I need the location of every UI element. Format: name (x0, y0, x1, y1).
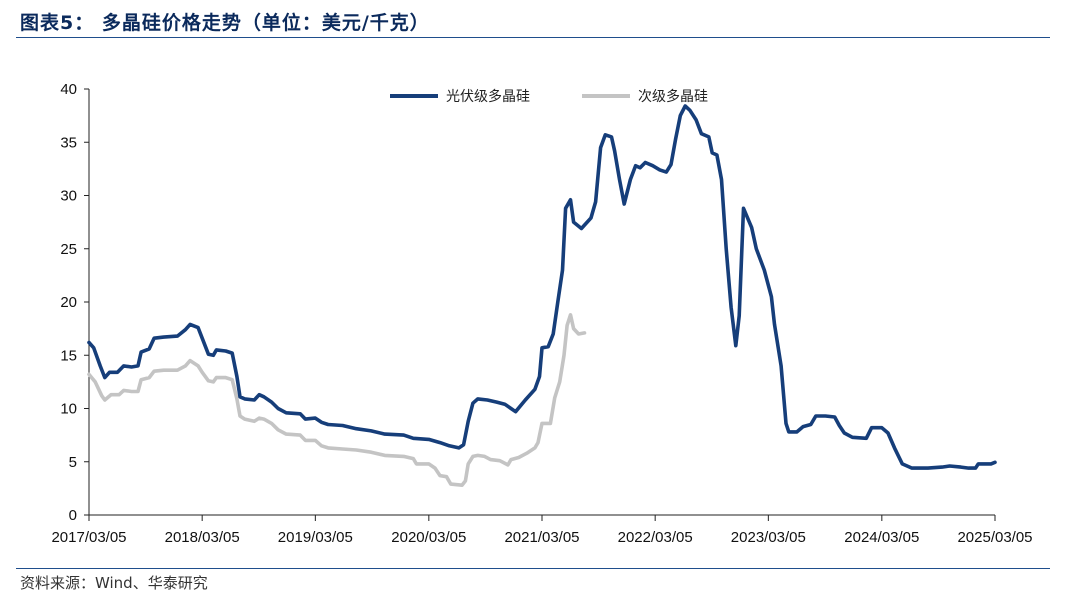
x-tick-label: 2017/03/05 (51, 529, 126, 546)
y-tick-label: 20 (60, 294, 77, 311)
series-line-1 (87, 313, 587, 487)
source-note: 资料来源：Wind、华泰研究 (20, 574, 208, 592)
series-line-0 (87, 104, 997, 470)
y-tick-label: 10 (60, 401, 77, 418)
x-tick-label: 2020/03/05 (391, 529, 466, 546)
y-tick-label: 15 (60, 347, 77, 364)
x-tick-label: 2018/03/05 (165, 529, 240, 546)
figure-title: 图表5： 多晶硅价格走势（单位：美元/千克） (20, 12, 430, 34)
x-tick-label: 2023/03/05 (731, 529, 806, 546)
legend-label-1: 次级多晶硅 (638, 88, 708, 105)
y-tick-label: 5 (69, 454, 77, 471)
x-tick-label: 2021/03/05 (504, 529, 579, 546)
chart-legend: 光伏级多晶硅 次级多晶硅 (390, 88, 708, 105)
y-tick-label: 30 (60, 188, 77, 205)
chart-axes: 0 5 10 15 20 25 30 35 40 2017/03/05 2018/03/05 2019… (51, 81, 1032, 546)
footer-rule (16, 568, 1050, 569)
y-tick-label: 35 (60, 134, 77, 151)
line-chart: 0 5 10 15 20 25 30 35 40 2017/03/05 2018/03/05 2019… (51, 81, 1032, 546)
y-tick-label: 40 (60, 81, 77, 98)
x-tick-label: 2025/03/05 (957, 529, 1032, 546)
y-tick-label: 0 (69, 507, 77, 524)
x-tick-label: 2019/03/05 (278, 529, 353, 546)
x-tick-label: 2024/03/05 (844, 529, 919, 546)
chart-series (87, 104, 997, 487)
legend-label-0: 光伏级多晶硅 (446, 88, 530, 105)
x-tick-label: 2022/03/05 (618, 529, 693, 546)
header-rule (16, 37, 1050, 38)
y-tick-label: 25 (60, 241, 77, 258)
